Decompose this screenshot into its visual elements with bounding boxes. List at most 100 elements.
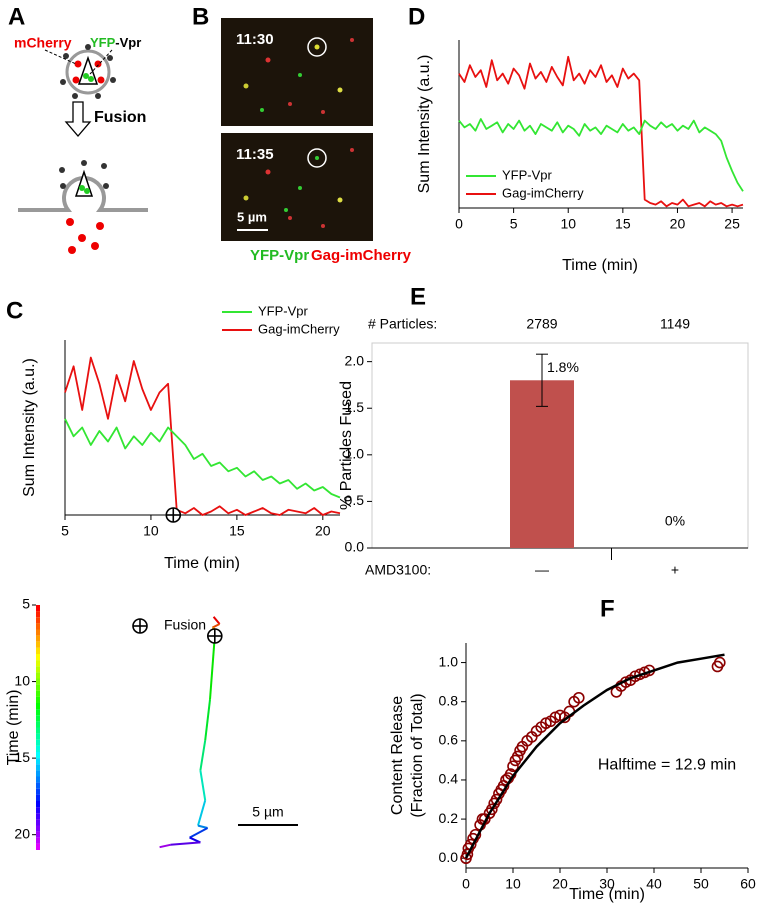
track-segment [209,635,216,700]
track-segment [212,616,221,625]
y-tick-label: 2.0 [345,352,365,368]
arrow [64,101,92,137]
legend-label: YFP-Vpr [258,303,309,318]
series-line [458,118,744,192]
x-tick-label: 5 [61,523,69,539]
x-tick-label: 20 [315,523,331,539]
x-tick-label: 15 [615,216,631,232]
y-axis-label: (Fraction of Total) [409,693,426,817]
track-segment [199,770,207,801]
y-tick-label: 0.4 [439,771,459,787]
panel-letter: A [8,3,25,30]
track-segment [204,699,211,741]
x-tick-label: 40 [646,876,662,892]
x-tick-label: 10 [560,216,576,232]
panel-a: A mCherry YFP-Vpr Fusion [8,3,148,254]
x-tick-label: 30 [599,876,615,892]
value-label: 0% [665,513,685,529]
legend-label: YFP-Vpr [502,167,553,182]
particles-label: # Particles: [368,316,437,332]
x-axis-label: Time (min) [164,555,240,572]
data-point [507,760,519,773]
y-tick-label: 5 [22,596,30,612]
y-axis-label: Sum Intensity (a.u.) [416,55,433,194]
y-tick-label: 0.0 [345,539,365,555]
y-tick-label: 1.0 [439,653,459,669]
category-label: + [671,562,679,578]
data-point [461,848,474,861]
timestamp: 11:30 [236,31,274,48]
mcherry-dots [72,60,105,84]
x-tick-label: 15 [229,523,245,539]
panel-letter: B [192,3,209,30]
category-label: — [535,562,549,578]
y-tick-label: 20 [14,825,30,841]
label: YFP-Vpr [90,35,141,50]
track-segment [197,800,207,826]
y-tick-label: 15 [14,749,30,765]
data-point [511,750,524,763]
scale-label: 5 µm [252,804,283,820]
label: mCherry [14,35,72,51]
pointer [44,49,77,65]
series-line [458,55,744,208]
data-point [713,656,726,669]
series-line [64,356,341,516]
y-tick-label: 0.5 [345,492,365,508]
x-axis-label: AMD3100: [365,562,431,578]
fusion-marker [165,507,182,523]
data-point [490,793,503,806]
released-dots [66,218,104,254]
x-tick-label: 0 [455,216,463,232]
y-tick-label: 1.0 [345,446,365,462]
y-axis-label: Sum Intensity (a.u.) [21,358,38,497]
x-tick-label: 20 [670,216,686,232]
x-tick-label: 0 [462,876,470,892]
channel-label: YFP-Vpr [250,247,309,264]
panel-letter: E [410,283,426,310]
timestamp: 11:35 [236,146,274,163]
panel-letter: C [6,297,23,324]
track-segment [211,623,221,629]
label: Fusion [94,109,146,126]
y-tick-label: 0.0 [439,849,459,865]
particle-count: 1149 [660,316,690,332]
track-segment [197,824,208,829]
y-axis-label: Time (min) [5,690,22,766]
y-axis-label: Content Release [389,696,406,815]
track-segment [199,740,207,771]
fit-curve [464,653,725,859]
data-point [486,803,498,816]
bar [510,380,574,548]
micrograph [221,18,373,126]
particle-count: 2789 [526,316,557,332]
data-point [572,691,585,704]
panel-b: B 11:30 11:35 5 µm YFP-Vpr Gag-imCherry [192,3,412,264]
x-axis-label: Time (min) [562,257,638,274]
y-tick-label: 0.6 [439,732,459,748]
track-segment [170,841,201,846]
scale-label: 5 µm [237,209,267,224]
value-label: 1.8% [547,359,579,375]
x-axis-label: Time (min) [569,886,645,903]
legend-label: Fusion [164,617,206,633]
panel-letter: F [600,595,615,622]
label-part: YFP [90,35,116,50]
legend-label: Gag-imCherry [502,185,584,200]
y-tick-label: 0.8 [439,692,459,708]
y-tick-label: 10 [14,672,30,688]
fusion-marker [207,628,223,644]
x-tick-label: 5 [510,216,518,232]
y-axis-label: % Particles Fused [338,381,355,510]
series-line [64,418,341,499]
x-tick-label: 10 [505,876,521,892]
legend-label: Gag-imCherry [258,321,340,336]
fusion-marker [132,618,148,634]
pointer [89,49,113,75]
track-segment [159,843,171,849]
panel-letter: D [408,3,425,30]
x-tick-label: 50 [693,876,709,892]
x-tick-label: 10 [143,523,159,539]
track-segment [189,827,209,839]
